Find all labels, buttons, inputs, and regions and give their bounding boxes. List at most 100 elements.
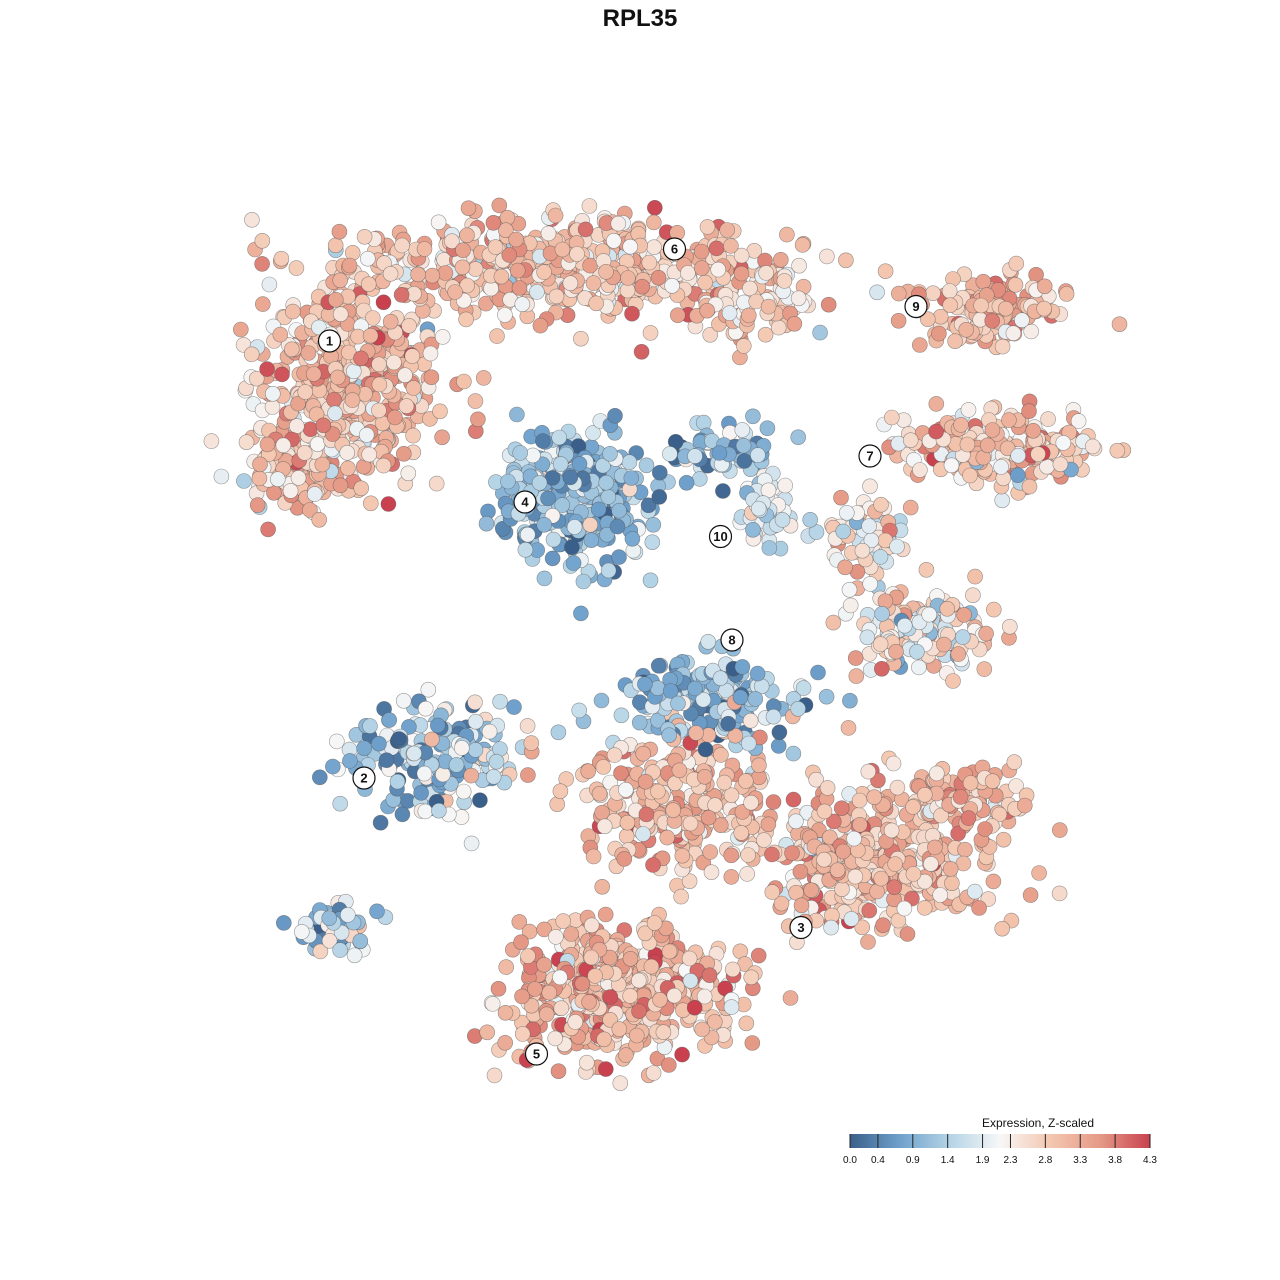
scatter-point xyxy=(723,847,740,864)
scatter-point xyxy=(547,1030,564,1047)
scatter-point xyxy=(697,741,714,758)
scatter-point xyxy=(512,445,529,461)
scatter-point xyxy=(749,665,766,682)
scatter-point xyxy=(785,791,802,808)
scatter-point xyxy=(582,516,599,533)
scatter-point xyxy=(497,1035,514,1051)
scatter-point xyxy=(506,699,522,715)
scatter-point xyxy=(860,763,877,780)
scatter-point xyxy=(740,735,757,752)
scatter-point xyxy=(953,417,969,433)
scatter-point xyxy=(971,900,987,916)
scatter-point xyxy=(712,670,729,687)
scatter-point xyxy=(386,354,402,371)
scatter-point xyxy=(1025,422,1041,439)
scatter-point xyxy=(819,780,836,796)
scatter-point xyxy=(538,1006,555,1023)
scatter-point xyxy=(757,326,774,343)
scatter-point xyxy=(782,990,799,1006)
scatter-point xyxy=(254,233,271,249)
scatter-point xyxy=(470,411,486,428)
scatter-point xyxy=(598,474,615,491)
scatter-point xyxy=(324,758,341,775)
scatter-point xyxy=(616,851,633,867)
scatter-point xyxy=(269,471,286,488)
scatter-point xyxy=(921,606,938,623)
scatter-point xyxy=(475,370,492,386)
scatter-point xyxy=(588,295,605,312)
scatter-point xyxy=(678,474,695,491)
scatter-point xyxy=(422,345,439,362)
scatter-point xyxy=(497,1004,514,1021)
scatter-point xyxy=(624,530,641,547)
scatter-point xyxy=(877,263,894,280)
scatter-point xyxy=(820,296,837,313)
scatter-point xyxy=(942,297,959,314)
scatter-point xyxy=(808,771,825,788)
cluster-label-10: 10 xyxy=(708,524,733,549)
scatter-point xyxy=(519,526,536,543)
scatter-point xyxy=(939,600,956,617)
scatter-point xyxy=(514,988,530,1005)
scatter-point xyxy=(571,702,588,719)
scatter-point xyxy=(650,269,667,286)
scatter-point xyxy=(536,956,552,973)
scatter-point xyxy=(273,250,290,267)
scatter-point xyxy=(288,260,305,276)
scatter-point xyxy=(686,999,703,1016)
scatter-point xyxy=(944,875,960,892)
scatter-point xyxy=(819,248,835,265)
scatter-point xyxy=(532,317,549,334)
scatter-point xyxy=(565,555,582,571)
scatter-point xyxy=(886,879,903,896)
scatter-point xyxy=(862,576,879,592)
scatter-point xyxy=(860,934,876,950)
scatter-point xyxy=(371,735,387,752)
scatter-point xyxy=(713,747,729,763)
scatter-point xyxy=(702,326,719,343)
scatter-point xyxy=(710,261,727,278)
scatter-point xyxy=(254,296,271,312)
scatter-point xyxy=(453,809,470,825)
scatter-point xyxy=(750,500,767,517)
scatter-point xyxy=(793,897,810,914)
scatter-point xyxy=(371,356,387,373)
scatter-point xyxy=(733,265,750,282)
scatter-point xyxy=(305,366,322,382)
scatter-point xyxy=(463,835,480,852)
scatter-point xyxy=(967,568,983,585)
scatter-point xyxy=(606,747,623,763)
scatter-point xyxy=(916,786,933,803)
scatter-point xyxy=(611,1021,628,1037)
scatter-point xyxy=(838,504,855,521)
scatter-point xyxy=(890,285,907,302)
scatter-point xyxy=(779,226,795,243)
scatter-point xyxy=(540,225,557,242)
colorbar-tick-label: 0.9 xyxy=(906,1155,920,1166)
scatter-point xyxy=(339,907,356,923)
scatter-point xyxy=(327,237,344,254)
scatter-point xyxy=(697,274,713,291)
scatter-point xyxy=(791,257,807,274)
scatter-point xyxy=(890,312,907,329)
scatter-point xyxy=(288,418,305,434)
scatter-point xyxy=(665,802,682,819)
scatter-point xyxy=(1055,435,1072,451)
scatter-point xyxy=(432,403,448,420)
scatter-point xyxy=(404,348,421,364)
scatter-point xyxy=(566,519,583,535)
scatter-point xyxy=(398,398,415,414)
scatter-point xyxy=(300,345,317,361)
scatter-point xyxy=(332,795,349,812)
scatter-point xyxy=(966,883,983,900)
scatter-point xyxy=(942,861,959,877)
scatter-point xyxy=(233,321,249,338)
scatter-point xyxy=(331,223,348,240)
scatter-point xyxy=(802,511,819,528)
scatter-point xyxy=(353,480,370,497)
scatter-point xyxy=(652,991,668,1008)
scatter-point xyxy=(693,260,710,276)
scatter-point xyxy=(976,661,993,677)
scatter-point xyxy=(790,429,807,446)
scatter-point xyxy=(873,496,889,513)
